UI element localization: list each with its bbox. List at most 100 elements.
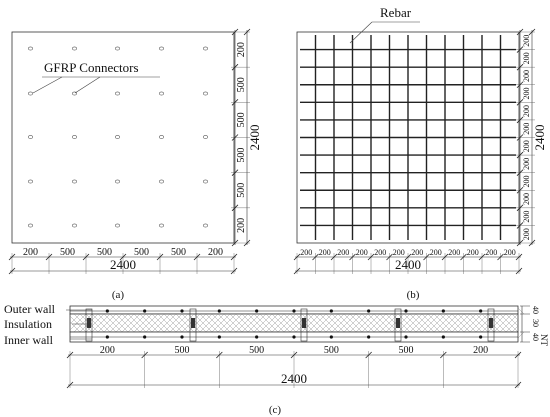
panel-c-bottom-dim-label: 200 <box>100 345 115 356</box>
panel-b-right-tick-7 <box>516 151 524 159</box>
panel-a-bottom-dim-label: 200 <box>208 247 223 258</box>
panel-a-bottom-tick-5 <box>193 253 201 261</box>
gfrp-connector <box>159 135 165 139</box>
panel-b-right-tick-12 <box>516 239 524 247</box>
hatch-line-b <box>517 331 525 339</box>
panel-b-right-tick-2 <box>516 63 524 71</box>
panel-b-right-tick-6 <box>516 134 524 141</box>
panel-b-bottom-tick-11 <box>497 253 504 261</box>
panel-a-bottom-dim-label: 500 <box>60 247 75 258</box>
panel-c-bottom-dim-label: 500 <box>175 345 190 356</box>
gfrp-connector <box>203 135 209 139</box>
panel-b-bottom-tick-9 <box>460 253 467 261</box>
panel-b-right-tick-1 <box>516 46 524 53</box>
panel-a-caption: (a) <box>112 289 125 301</box>
panel-b-bottom-tick-8 <box>441 253 449 261</box>
gfrp-connector <box>115 179 121 184</box>
gfrp-connector <box>27 179 33 184</box>
rebar-label: Rebar <box>380 5 412 20</box>
panel-c-bottom-total-label: 2400 <box>281 371 307 386</box>
gfrp-connector <box>115 91 121 96</box>
panel-b-bottom-dim-label: 200 <box>356 248 368 257</box>
gfrp-connector <box>27 91 33 96</box>
panel-b-right-tick-11 <box>516 222 524 229</box>
panel-a-right-total-tick-1 <box>243 239 251 247</box>
section-connector <box>300 308 308 342</box>
panel-b-right-dim-label: 200 <box>522 123 531 135</box>
panel-b-bottom-dim-label: 200 <box>300 248 312 257</box>
gfrp-connector <box>203 223 209 228</box>
panel-a-bottom-tick-2 <box>82 253 90 261</box>
gfrp-connector-grid <box>27 46 209 228</box>
section-connector-core <box>191 318 195 328</box>
panel-b-right-dim-label: 200 <box>522 158 531 170</box>
section-connector-core <box>87 318 91 328</box>
gfrp-connector <box>203 91 209 96</box>
panel-a-right-tick-0 <box>231 28 239 36</box>
panel-c-bottom-dim-label: 500 <box>399 345 414 356</box>
rebar-dot-inner <box>479 335 483 339</box>
inner-wall-label: Inner wall <box>4 333 54 347</box>
panel-b-right-tick-0 <box>516 28 524 36</box>
rebar-dot-outer <box>329 309 333 313</box>
section-connector-core <box>489 318 493 328</box>
panel-b-right-dim-label: 200 <box>522 140 531 152</box>
panel-a-right-dim-label: 500 <box>236 148 247 163</box>
panel-b-bottom-tick-0 <box>293 253 301 261</box>
rebar-dot-outer <box>367 309 371 313</box>
panel-a-right-dimensions: 200 500 500 500 500 200 2400 <box>231 28 262 247</box>
panel-b-bottom-dim-label: 200 <box>337 248 349 257</box>
gfrp-connector <box>115 46 121 51</box>
panel-a-bottom-dim-label: 500 <box>97 247 112 258</box>
rebar-dot-inner <box>404 335 408 339</box>
panel-a-bottom-tick-0 <box>8 253 16 261</box>
rebar-dot-outer <box>292 309 296 313</box>
rebar-grid <box>300 35 516 240</box>
gfrp-connector <box>159 91 165 96</box>
rebar-dot-inner <box>367 335 371 339</box>
panel-b-right-dim-label: 200 <box>522 193 531 205</box>
panel-b-right-tick-5 <box>516 116 524 124</box>
rebar-dot-inner <box>180 335 184 339</box>
panel-b-bottom-tick-4 <box>367 253 375 261</box>
panel-a-bottom-total-label: 2400 <box>110 257 136 272</box>
panel-a-bottom-dim-label: 500 <box>134 247 149 258</box>
panel-b-bottom-dim-label: 200 <box>504 248 516 257</box>
panel-b-bottom-tick-1 <box>312 253 319 261</box>
panel-a-bottom-tick-4 <box>156 253 164 261</box>
thickness-dim-insulation: 30 <box>531 319 540 327</box>
panel-b-bottom-tick-5 <box>386 253 393 261</box>
gfrp-connector <box>27 223 33 228</box>
panel-b-right-total-tick-1 <box>528 239 536 247</box>
panel-b-bottom-dim-label: 200 <box>411 248 423 257</box>
panel-a-right-dim-label: 500 <box>236 112 247 127</box>
rebar-dot-inner <box>217 335 221 339</box>
rebar-leader <box>349 21 373 44</box>
hatch-line-a <box>505 313 519 327</box>
gfrp-connector <box>72 46 78 51</box>
panel-a-right-tick-6 <box>231 239 239 247</box>
panel-a-right-tick-5 <box>231 204 239 212</box>
hatch-line-b <box>505 319 519 333</box>
panel-b-right-dim-label: 200 <box>522 211 531 223</box>
rebar-dot-outer <box>441 309 445 313</box>
hatch-line-b <box>69 313 87 331</box>
panel-b-bottom-dim-label: 200 <box>448 248 460 257</box>
rebar-dot-inner <box>105 335 109 339</box>
panel-a-bottom-dim-label: 500 <box>171 247 186 258</box>
panel-a-bottom-dim-label: 200 <box>23 247 38 258</box>
gfrp-connector <box>72 223 78 228</box>
panel-b-right-dim-label: 200 <box>522 88 531 100</box>
panel-b-bottom-total-label: 2400 <box>395 257 421 272</box>
section-connector <box>85 308 93 342</box>
panel-b-right-tick-10 <box>516 204 524 212</box>
panel-a-bottom-tick-3 <box>119 253 127 261</box>
rebar-dot-outer <box>479 309 483 313</box>
rebar-dots <box>105 309 483 339</box>
gfrp-connector <box>203 179 209 184</box>
panel-c-caption: (c) <box>269 404 282 416</box>
gfrp-connector <box>159 46 165 51</box>
gfrp-connector <box>203 46 209 51</box>
panel-b: Rebar 2002002002002002002002002002002002… <box>293 5 547 301</box>
